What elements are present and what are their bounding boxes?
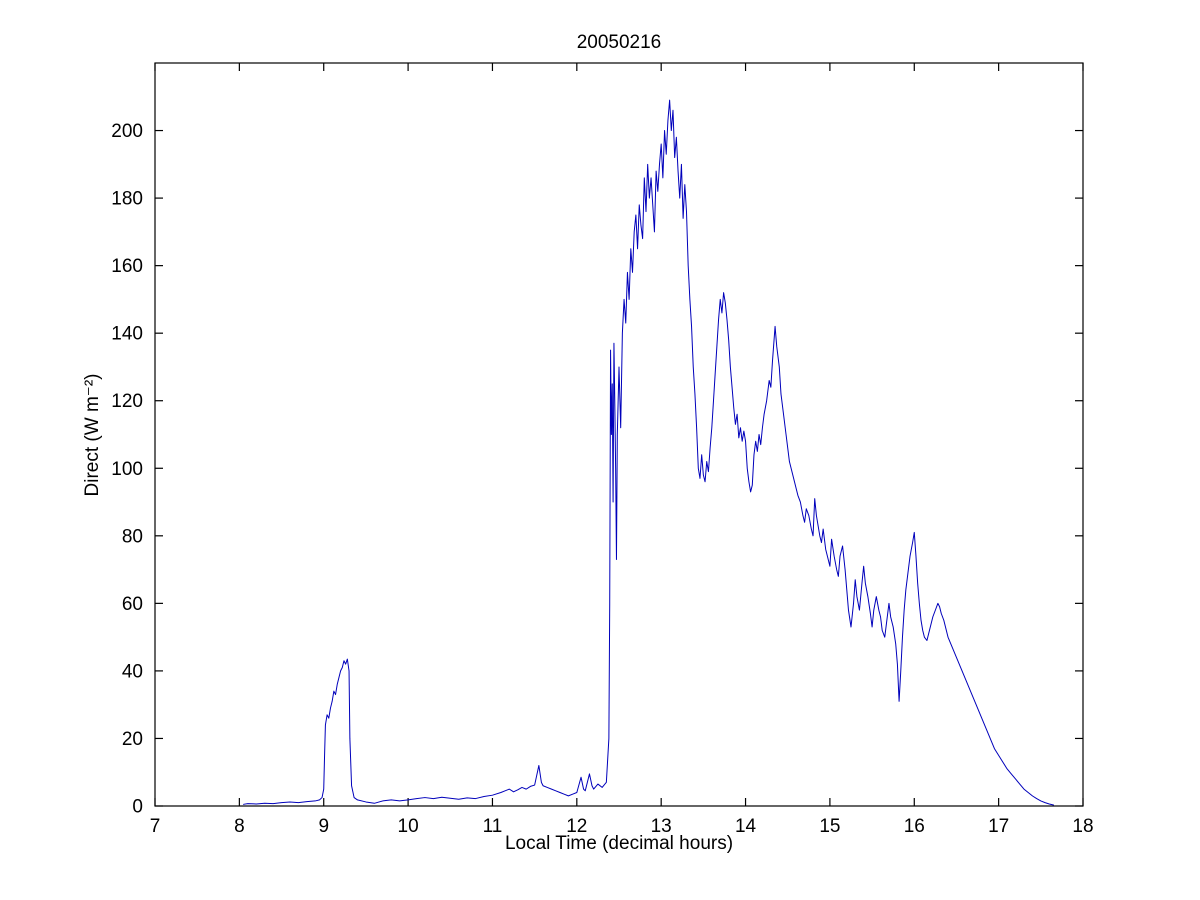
y-tick-label: 160 [111, 256, 143, 277]
x-tick-label: 13 [651, 816, 672, 837]
y-tick-label: 140 [111, 324, 143, 345]
x-tick-label: 15 [819, 816, 840, 837]
axes: 7 8 9 10 11 12 13 14 15 16 17 180204060801001201401… [111, 62, 1094, 837]
x-tick-label: 16 [904, 816, 925, 837]
x-tick-label: 9 [318, 816, 329, 837]
y-tick-label: 80 [122, 526, 143, 547]
y-tick-label: 60 [122, 594, 143, 615]
x-tick-label: 12 [566, 816, 587, 837]
y-tick-label: 200 [111, 121, 143, 142]
x-tick-label: 11 [483, 816, 503, 837]
x-tick-label: 10 [398, 816, 419, 837]
y-tick-label: 120 [111, 391, 143, 412]
x-tick-label: 7 [150, 816, 161, 837]
y-tick-label: 0 [132, 797, 143, 818]
y-tick-label: 20 [122, 729, 143, 750]
chart-title: 20050216 [577, 32, 662, 53]
y-tick-label: 180 [111, 189, 143, 210]
y-axis-label: Direct (W m⁻²) [82, 374, 103, 497]
y-tick-label: 100 [111, 459, 143, 480]
y-tick-label: 40 [122, 661, 143, 682]
irradiance-line [243, 99, 1054, 806]
x-axis-label: Local Time (decimal hours) [505, 833, 733, 854]
x-tick-label: 14 [735, 816, 757, 837]
x-tick-label: 17 [988, 816, 1009, 837]
data-series [243, 99, 1054, 806]
x-tick-label: 8 [234, 816, 245, 837]
x-tick-label: 18 [1072, 816, 1093, 837]
